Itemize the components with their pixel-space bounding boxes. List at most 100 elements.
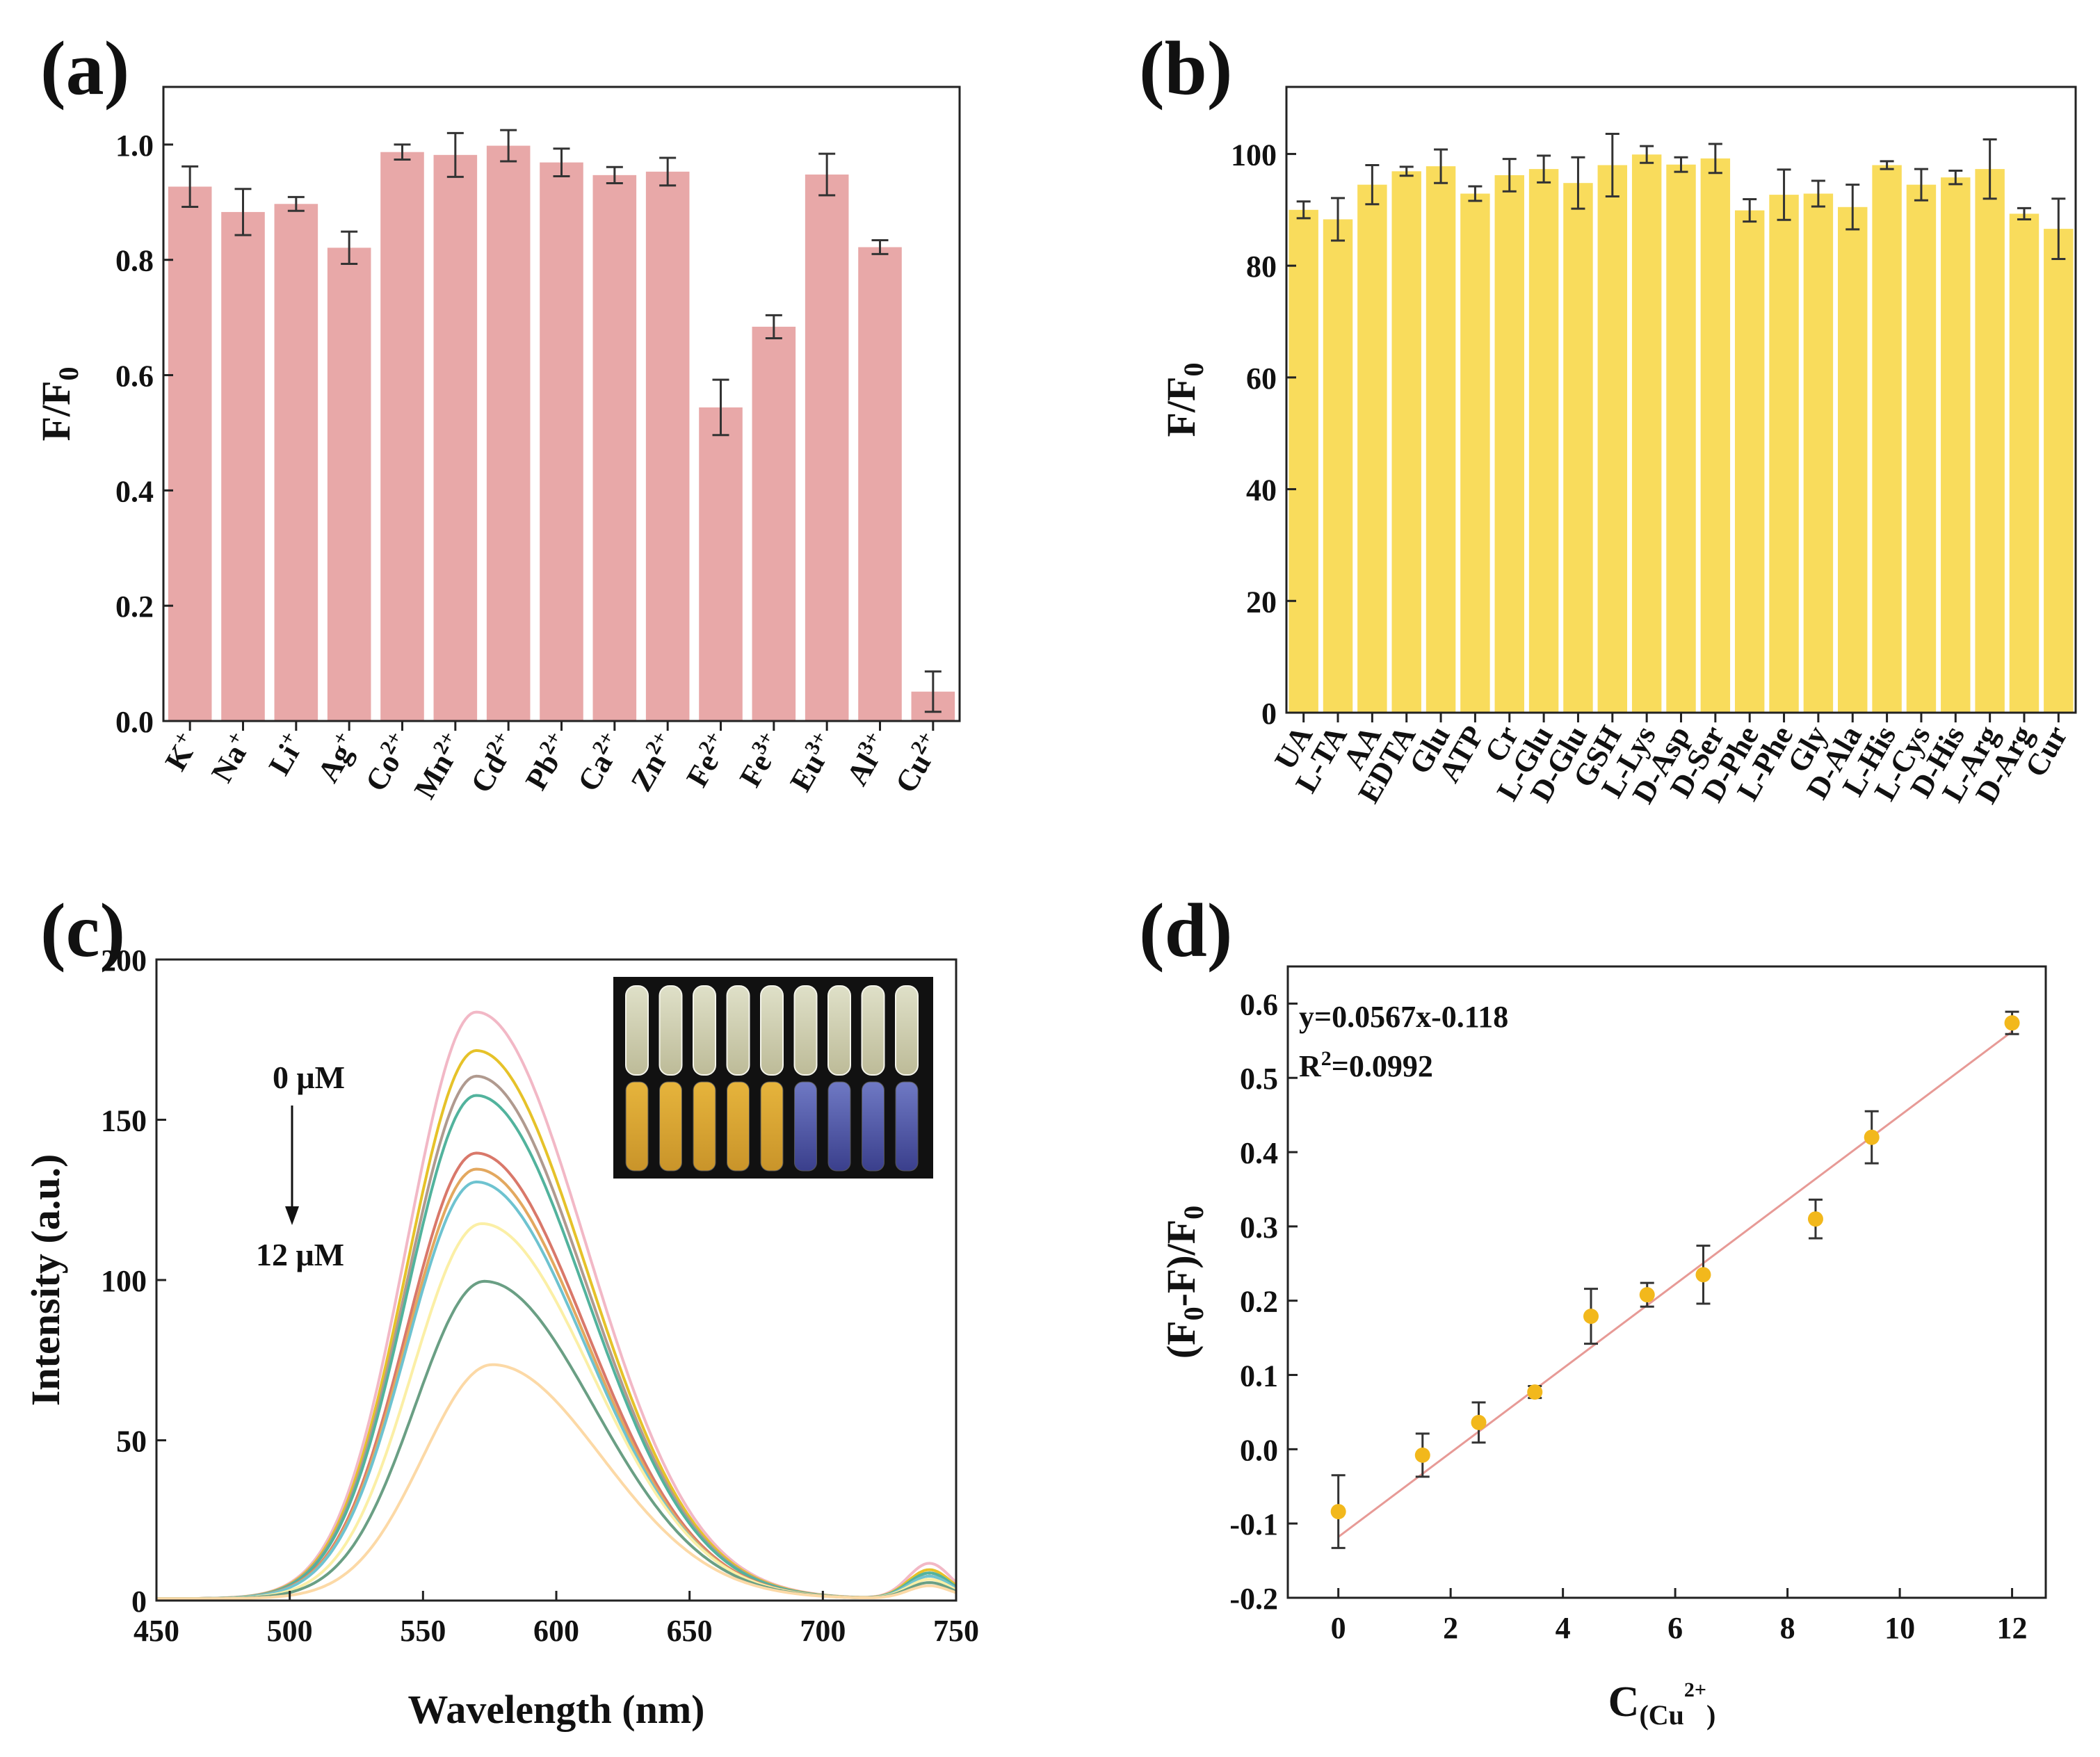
a-xtick-label-base: Fe xyxy=(679,747,725,793)
c-vial-uv xyxy=(659,1081,682,1172)
d-ytick-label: -0.1 xyxy=(1229,1507,1278,1541)
b-ytick-label: 0 xyxy=(1261,697,1277,731)
c-vial-daylight xyxy=(827,985,851,1076)
a-xtick-label-base: Eu xyxy=(783,747,831,797)
c-vial-uv xyxy=(827,1081,851,1172)
a-xtick-label-base: Na xyxy=(204,738,252,788)
d-equation: y=0.0567x-0.118 xyxy=(1299,1000,1508,1034)
c-vial-daylight xyxy=(693,985,716,1076)
a-error-bars xyxy=(181,129,942,713)
d-ytick-label: -0.2 xyxy=(1229,1582,1278,1616)
a-bar xyxy=(221,211,265,721)
d-ytick-label: 0.6 xyxy=(1240,987,1278,1021)
d-y-ticks: -0.2 -0.1 0.0 0.1 0.2 0.3 0.4 0.5 0.6 xyxy=(1229,987,1298,1616)
b-bar xyxy=(1563,183,1593,713)
b-ytick-label: 20 xyxy=(1246,585,1277,619)
b-bar xyxy=(1425,166,1456,713)
panel-b: (b) 0 20 40 60 80 100 UAL-TAAAEDTAGluATPCrL-G… xyxy=(1139,26,2077,809)
a-x-ticks: K+Na+Li+Ag+Co2+Mn2+Cd2+Pb2+Ca2+Zn2+Fe2+F… xyxy=(159,721,938,804)
d-xtick-label: 6 xyxy=(1667,1611,1683,1645)
d-point xyxy=(1807,1211,1823,1227)
b-ytick-label: 80 xyxy=(1246,250,1277,284)
a-xtick-label-base: Pb xyxy=(519,747,566,795)
b-y-axis-label-sub: 0 xyxy=(1178,363,1209,377)
b-y-axis-label: F/F0 xyxy=(1158,363,1209,437)
d-ytick-label: 0.1 xyxy=(1240,1359,1278,1393)
a-xtick-label-base: Mn xyxy=(407,747,460,804)
b-error-bars xyxy=(1296,133,2066,260)
panel-label-a: (a) xyxy=(40,26,129,111)
d-y-axis-label: (F0-F)/F0 xyxy=(1158,1206,1209,1359)
panel-label-c: (c) xyxy=(40,888,125,973)
c-ytick-label: 0 xyxy=(131,1585,147,1619)
c-vial-daylight xyxy=(726,985,750,1076)
b-bar xyxy=(1975,169,2005,713)
b-y-axis-label-main: F/F xyxy=(1158,377,1204,437)
c-inset-vials xyxy=(625,985,919,1172)
d-ytick-label: 0.4 xyxy=(1240,1136,1278,1170)
c-vial-daylight xyxy=(659,985,683,1076)
a-bar xyxy=(805,175,849,721)
d-xtick-label: 12 xyxy=(1997,1611,2028,1645)
c-xtick-label: 700 xyxy=(800,1614,846,1648)
c-y-ticks: 0 50 100 150 200 xyxy=(101,944,166,1619)
a-xtick-label-base: Cu xyxy=(889,747,938,798)
c-spectrum-line xyxy=(156,1151,958,1601)
d-y-axis-label-p2: -F)/F xyxy=(1158,1220,1204,1307)
a-xtick-label: Fe3+ xyxy=(731,727,790,793)
a-bar xyxy=(433,154,478,721)
a-bar xyxy=(274,204,318,722)
a-xtick-label: Na+ xyxy=(202,727,259,788)
b-ytick-label: 60 xyxy=(1246,362,1277,396)
c-vial-uv xyxy=(727,1081,750,1172)
d-y-axis-label-p1: (F xyxy=(1158,1320,1204,1359)
c-annotation-arrowhead xyxy=(285,1206,299,1225)
a-y-axis-label-sub: 0 xyxy=(53,367,84,381)
b-bar xyxy=(1323,219,1353,713)
c-vial-daylight xyxy=(793,985,818,1076)
b-x-ticks: UAL-TAAAEDTAGluATPCrL-GluD-GluGSHL-LysD-… xyxy=(1268,713,2074,809)
d-x-axis-label-sub1: (Cu xyxy=(1639,1699,1683,1731)
a-xtick-label: Ag+ xyxy=(309,727,365,788)
panel-label-d: (d) xyxy=(1139,888,1232,973)
b-bar xyxy=(1460,193,1490,713)
c-ytick-label: 200 xyxy=(101,944,147,978)
d-ytick-label: 0.2 xyxy=(1240,1285,1278,1319)
d-y-axis-label-sub1: 0 xyxy=(1178,1306,1209,1320)
d-error-bars xyxy=(1331,1010,2019,1549)
c-xtick-label: 650 xyxy=(667,1614,713,1648)
d-point xyxy=(1583,1309,1599,1325)
a-ytick-label: 0.6 xyxy=(115,359,154,394)
d-points xyxy=(1330,1015,2020,1520)
d-r2: R2=0.0992 xyxy=(1299,1047,1433,1084)
b-bar xyxy=(1357,184,1387,713)
c-y-axis-label: Intensity (a.u.) xyxy=(23,1154,68,1407)
b-y-ticks: 0 20 40 60 80 100 xyxy=(1231,138,1296,731)
c-ytick-label: 100 xyxy=(101,1264,147,1298)
c-xtick-label: 450 xyxy=(134,1614,179,1648)
a-ytick-label: 0.4 xyxy=(115,474,154,508)
d-plot-frame xyxy=(1286,965,2047,1599)
d-fit-line xyxy=(1337,1030,2013,1538)
d-point xyxy=(1695,1267,1711,1283)
b-bar xyxy=(2009,213,2040,713)
d-point xyxy=(2004,1015,2020,1031)
d-point xyxy=(1414,1447,1430,1463)
c-spectrum-line xyxy=(156,1279,957,1601)
d-xtick-label: 0 xyxy=(1331,1611,1346,1645)
d-xtick-label: 8 xyxy=(1780,1611,1795,1645)
a-y-axis-label: F/F0 xyxy=(33,367,84,442)
b-bar xyxy=(1494,175,1524,713)
b-bar xyxy=(1872,165,1902,713)
d-point xyxy=(1639,1287,1655,1303)
b-bar xyxy=(1941,177,1971,713)
d-fit-line-group xyxy=(1337,1030,2013,1538)
a-xtick-label-base: Li xyxy=(262,738,306,781)
d-ytick-label: 0.3 xyxy=(1240,1211,1278,1245)
c-vial-daylight xyxy=(760,985,784,1076)
c-annotation-bottom: 12 μM xyxy=(256,1237,344,1272)
a-xtick-label-base: Al xyxy=(840,747,885,791)
d-xtick-label: 2 xyxy=(1443,1611,1458,1645)
a-bar xyxy=(858,247,902,721)
